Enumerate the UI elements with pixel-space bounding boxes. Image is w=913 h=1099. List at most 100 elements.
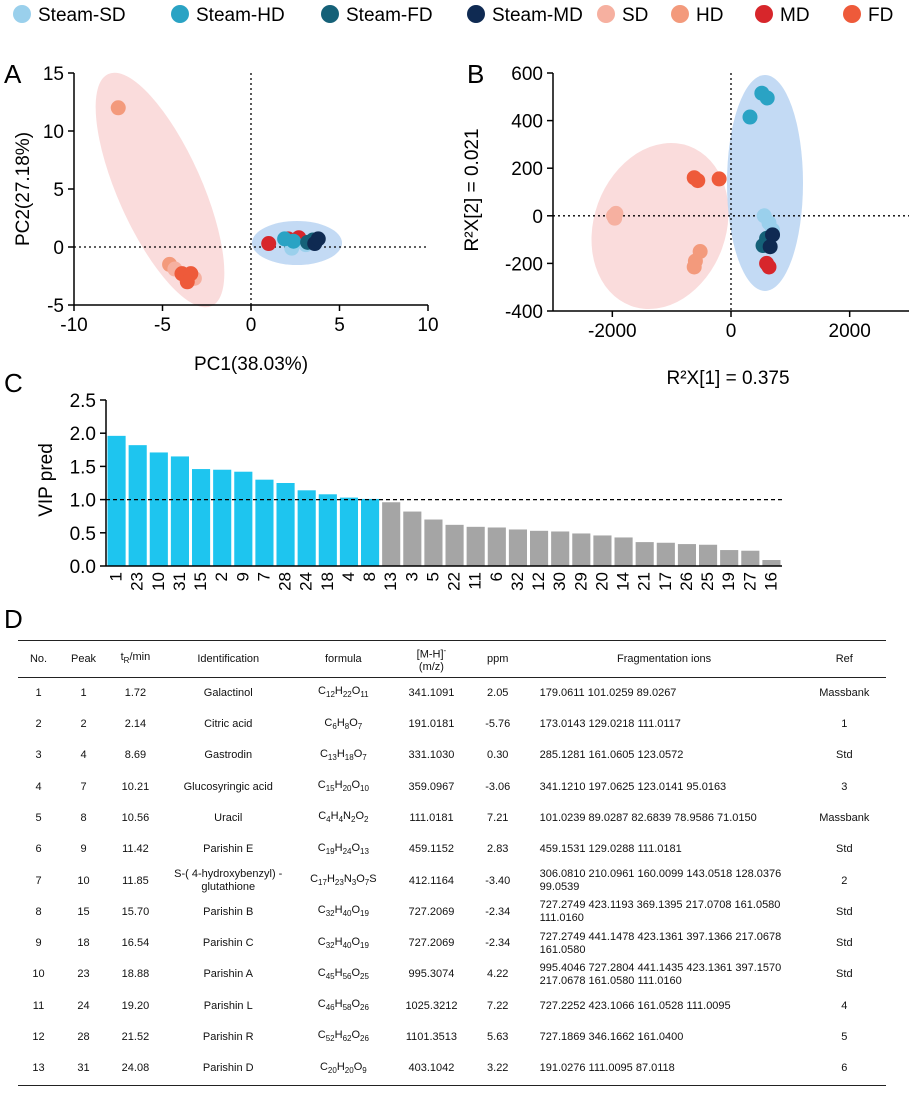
cell-identification: Citric acid xyxy=(204,718,253,731)
cell-formula: C4H4N2O2 xyxy=(318,810,369,825)
vip-category-label: 22 xyxy=(445,572,464,591)
vip-bar xyxy=(530,530,549,566)
x-tick-label: 2000 xyxy=(829,321,871,342)
vip-category-label: 2 xyxy=(212,572,231,581)
point-steam-sd xyxy=(761,215,777,231)
cell-formula: C15H20O10 xyxy=(317,779,369,794)
vip-category-label: 10 xyxy=(149,572,168,591)
cell-identification: S-( 4-hydroxybenzyl) -glutathione xyxy=(174,868,283,894)
cell-mz: 995.3074 xyxy=(408,968,455,981)
cell-peak: 18 xyxy=(77,937,90,950)
cell-peak: 9 xyxy=(80,843,87,856)
cell-ref: 6 xyxy=(802,1053,886,1086)
col-ref: Ref xyxy=(802,640,886,678)
vip-category-label: 15 xyxy=(191,572,210,591)
cell-identification: Parishin B xyxy=(203,905,254,918)
col-ppm: ppm xyxy=(469,640,526,678)
cell-formula: C19H24O13 xyxy=(317,841,369,856)
legend-marker-steam-fd xyxy=(321,5,339,23)
cell-no: 4 xyxy=(35,780,42,793)
vip-category-label: 27 xyxy=(740,572,759,591)
cell-no: 11 xyxy=(32,999,45,1012)
x-tick-label: -5 xyxy=(154,315,171,336)
cell-ppm: -2.34 xyxy=(485,905,511,918)
cell-no: 7 xyxy=(35,874,42,887)
vip-bar xyxy=(720,550,739,566)
cell-mz: 727.2069 xyxy=(408,937,455,950)
cell-mz: 459.1152 xyxy=(408,843,454,856)
table-row: 11 24 19.20 Parishin L C46H58O26 1025.3212 7.2… xyxy=(18,991,886,1022)
point-hd xyxy=(692,244,708,259)
panel-label-a: A xyxy=(4,59,22,89)
legend: Steam-SD Steam-HD Steam-FD Steam-MD SD HD MD FD xyxy=(13,5,893,26)
y-tick-label: 10 xyxy=(43,122,64,143)
cell-ref: 3 xyxy=(841,780,848,793)
point-fd xyxy=(179,274,195,290)
vip-bar xyxy=(593,535,612,566)
cell-identification: Parishin D xyxy=(162,1053,294,1086)
cell-formula: C45H56O25 xyxy=(317,966,369,982)
point-steam-md xyxy=(762,239,778,255)
cell-mz: 1025.3212 xyxy=(405,999,458,1012)
cell-mz: 331.1030 xyxy=(408,749,455,762)
cell-ref: 5 xyxy=(841,1031,848,1044)
vip-bar xyxy=(699,544,718,566)
table-header-row: No. Peak tR/min Identification formula [… xyxy=(18,640,886,678)
y-tick-label: 200 xyxy=(511,159,543,180)
vip-bar xyxy=(361,498,380,566)
vip-bar xyxy=(128,445,147,566)
point-steam-hd xyxy=(285,233,301,249)
vip-bar xyxy=(614,537,633,566)
cell-formula: C17H23N3O7S xyxy=(310,872,377,888)
x-tick-label: 10 xyxy=(417,315,438,336)
vip-bar xyxy=(677,544,696,566)
legend-label: SD xyxy=(622,5,648,26)
vip-bar xyxy=(656,542,675,566)
cell-fragmentation: 173.0143 129.0218 111.0117 xyxy=(539,718,681,731)
cell-retention-time: 21.52 xyxy=(121,1031,150,1044)
cell-fragmentation: 995.4046 727.2804 441.1435 423.1361 397.… xyxy=(539,961,782,987)
table-row: 1 1 1.72 Galactinol C12H22O11 341.1091 2.05 179… xyxy=(18,677,886,709)
vip-category-label: 9 xyxy=(233,572,252,581)
cell-peak: 15 xyxy=(77,905,90,918)
table-row: 10 23 18.88 Parishin A C45H56O25 995.3074 4.22… xyxy=(18,959,886,990)
vip-y-tick-label: 2.0 xyxy=(70,424,96,445)
vip-y-axis-label: VIP pred xyxy=(36,443,57,517)
cell-retention-time: 15.70 xyxy=(121,905,150,918)
cell-retention-time: 2.14 xyxy=(124,718,147,731)
vip-bar xyxy=(762,560,781,566)
vip-category-label: 17 xyxy=(656,572,675,591)
cell-no: 12 xyxy=(32,1031,45,1044)
vip-bar xyxy=(487,527,506,566)
cell-identification: Parishin A xyxy=(203,968,253,981)
vip-y-tick-label: 1.5 xyxy=(70,457,96,478)
cell-ref: Massbank xyxy=(819,686,870,699)
vip-bar xyxy=(107,435,126,566)
cell-ppm: 2.05 xyxy=(487,686,509,699)
vip-category-label: 14 xyxy=(614,572,633,591)
table-row: 2 2 2.14 Citric acid C6H8O7 191.0181 -5.76 173.… xyxy=(18,709,886,740)
x-tick-label: 5 xyxy=(334,315,345,336)
vip-bar xyxy=(445,524,464,566)
y-tick-label: 400 xyxy=(511,112,543,133)
vip-category-label: 3 xyxy=(402,572,421,581)
vip-category-label: 20 xyxy=(592,572,611,591)
legend-marker-steam-sd xyxy=(13,5,31,23)
legend-marker-hd xyxy=(671,5,689,23)
x-tick-label: 0 xyxy=(726,321,737,342)
y-tick-label: -400 xyxy=(505,302,543,323)
x-tick-label: -2000 xyxy=(588,321,637,342)
cell-identification: Parishin R xyxy=(202,1031,254,1044)
vip-bar xyxy=(339,497,358,566)
vip-bar xyxy=(213,469,232,566)
vip-bar xyxy=(403,511,422,566)
legend-label: HD xyxy=(696,5,723,26)
cell-identification: Galactinol xyxy=(203,686,253,699)
legend-marker-md xyxy=(755,5,773,23)
cell-no: 9 xyxy=(35,937,42,950)
cell-retention-time: 11.42 xyxy=(122,843,149,856)
cell-mz: 191.0181 xyxy=(408,718,455,731)
figure-canvas: Steam-SD Steam-HD Steam-FD Steam-MD SD HD MD FD… xyxy=(4,5,909,634)
vip-category-label: 18 xyxy=(318,572,337,591)
vip-category-label: 21 xyxy=(635,572,654,591)
